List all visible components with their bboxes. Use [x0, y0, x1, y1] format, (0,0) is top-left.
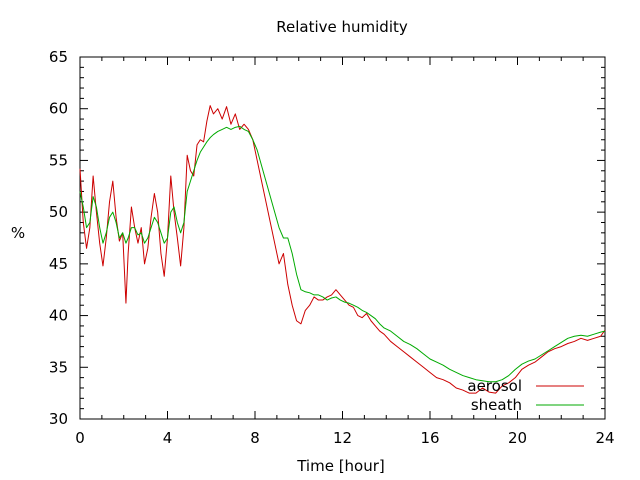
y-axis: 30 35 40 45 50 55 60 65: [49, 48, 605, 428]
y-tick-label: 55: [49, 151, 68, 169]
y-tick-label: 35: [49, 358, 68, 376]
x-tick-label: 16: [420, 429, 439, 447]
series-line-sheath: [79, 125, 606, 383]
legend-label-aerosol: aerosol: [467, 377, 522, 395]
x-tick-label: 12: [333, 429, 352, 447]
x-axis: 0 4 8 12 16 20 24: [75, 57, 615, 447]
y-tick-label: 40: [49, 307, 68, 325]
y-tick-label: 45: [49, 255, 68, 273]
series-lines: [79, 105, 606, 394]
legend: aerosol sheath: [467, 377, 584, 414]
x-tick-label: 24: [595, 429, 614, 447]
x-axis-label: Time [hour]: [296, 457, 385, 475]
legend-label-sheath: sheath: [471, 396, 522, 414]
series-line-aerosol: [79, 105, 606, 394]
x-tick-label: 8: [250, 429, 260, 447]
x-tick-label: 0: [75, 429, 85, 447]
chart-title: Relative humidity: [276, 18, 408, 36]
y-tick-label: 30: [49, 410, 68, 428]
y-tick-label: 50: [49, 203, 68, 221]
x-tick-label: 20: [508, 429, 527, 447]
y-tick-label: 60: [49, 100, 68, 118]
y-tick-label: 65: [49, 48, 68, 66]
x-tick-label: 4: [163, 429, 173, 447]
y-axis-label: %: [11, 224, 25, 242]
plot-frame: [79, 56, 606, 420]
